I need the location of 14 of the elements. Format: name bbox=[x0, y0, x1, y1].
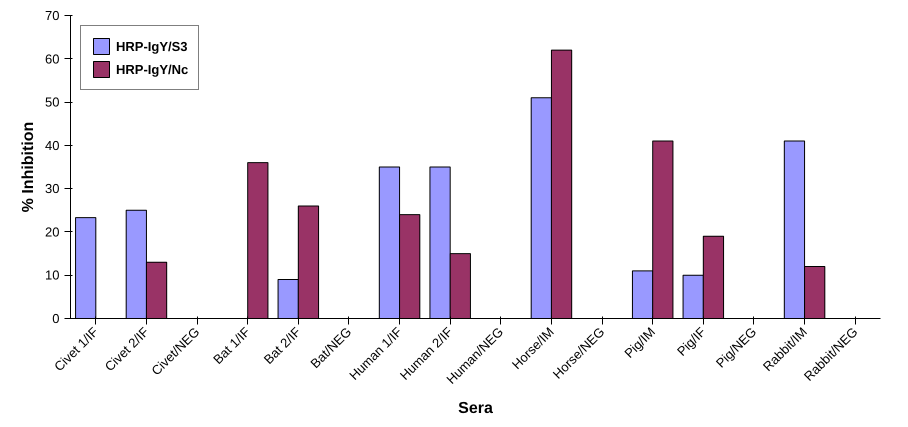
x-axis-title: Sera bbox=[458, 400, 493, 418]
y-tick-label: 0 bbox=[52, 311, 60, 326]
legend-label: HRP-IgY/S3 bbox=[116, 38, 188, 54]
y-tick-label: 60 bbox=[45, 51, 60, 66]
y-axis-title: % Inhibition bbox=[20, 122, 38, 212]
y-tick-label: 20 bbox=[45, 224, 60, 240]
legend-label: HRP-IgY/Nc bbox=[116, 62, 188, 76]
y-tick-label: 30 bbox=[45, 181, 60, 196]
x-tick-label: Bat 2/IF bbox=[260, 324, 304, 367]
y-tick-label: 40 bbox=[45, 138, 60, 153]
y-tick-label: 10 bbox=[45, 268, 60, 283]
y-tick-label: 70 bbox=[45, 8, 60, 23]
y-tick-label: 50 bbox=[45, 94, 60, 110]
x-tick-label: Bat 1/IF bbox=[210, 324, 254, 367]
